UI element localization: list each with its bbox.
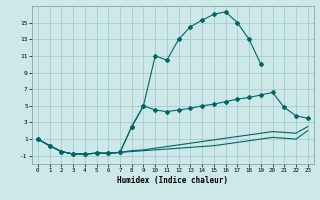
X-axis label: Humidex (Indice chaleur): Humidex (Indice chaleur) [117, 176, 228, 185]
